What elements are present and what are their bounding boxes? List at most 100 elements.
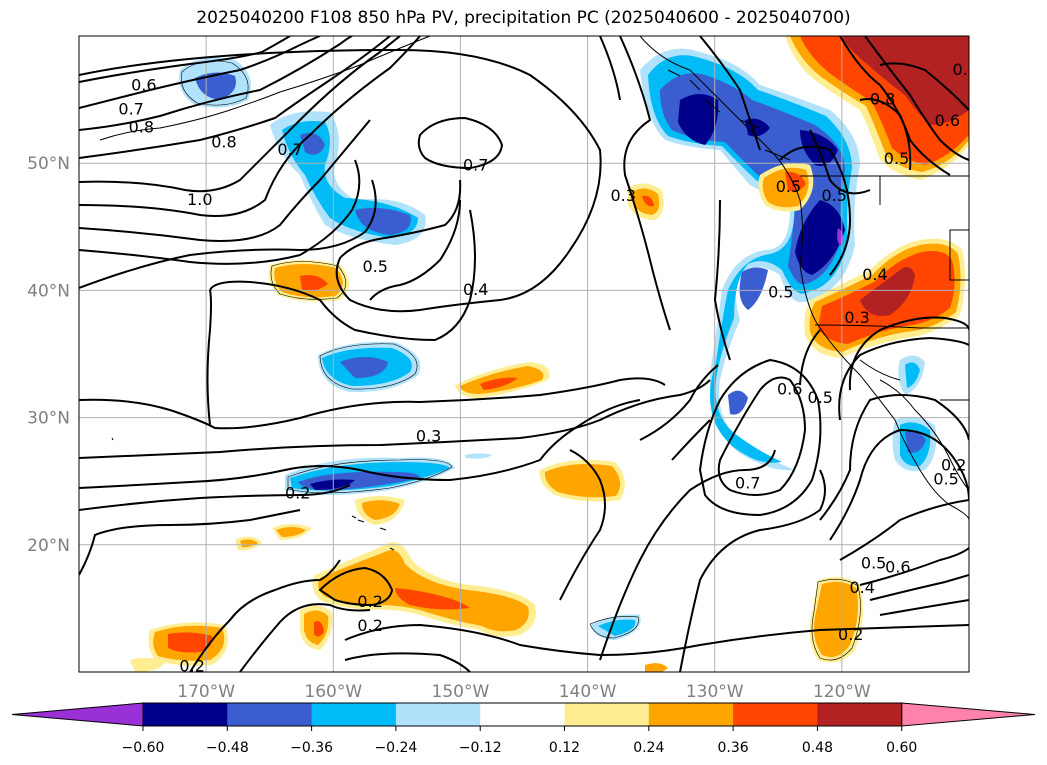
precip-area — [905, 431, 926, 453]
colorbar-segment — [733, 703, 818, 726]
pv-contour-label: 0.5 — [776, 177, 801, 196]
pv-contour-label: 0.7 — [277, 140, 302, 159]
pv-contour — [717, 376, 807, 496]
pv-contour-label: 0.5 — [933, 470, 958, 489]
pv-contour — [318, 566, 394, 607]
pv-contour-label: 0.7 — [463, 155, 488, 174]
pv-contour — [559, 449, 606, 601]
pv-contour — [619, 36, 671, 331]
pv-contour — [838, 336, 969, 421]
pv-contour-label: 0.4 — [849, 578, 874, 597]
pv-contour — [819, 394, 969, 521]
coastline — [111, 437, 395, 551]
pv-contour — [639, 364, 719, 441]
pv-contour — [79, 36, 401, 193]
colorbar-extend-high — [901, 702, 1036, 727]
precip-area — [905, 362, 920, 388]
map-frame — [78, 35, 970, 673]
pv-contour — [879, 62, 969, 111]
colorbar-frame — [142, 702, 903, 727]
precip-outline — [287, 459, 453, 494]
pv-contour — [79, 36, 421, 217]
pv-contour-label: 0.2 — [285, 484, 310, 503]
precip-area — [395, 588, 470, 610]
precip-area — [168, 632, 213, 653]
pv-contour-label: 0.5 — [808, 388, 833, 407]
pv-contour-label: 0.6 — [777, 379, 802, 398]
coastline — [879, 379, 969, 491]
pv-contour — [344, 623, 969, 657]
precip-area — [795, 200, 845, 275]
precip-area — [355, 207, 411, 235]
colorbar-extend-low — [11, 702, 144, 727]
pv-contour — [829, 428, 969, 541]
pv-contour — [79, 484, 351, 511]
pv-contour — [864, 36, 969, 161]
lat-tick-label: 50°N — [27, 154, 70, 174]
precip-area — [678, 94, 719, 145]
pv-contour-label: 0.8 — [211, 133, 236, 152]
colorbar-segment — [227, 703, 313, 726]
pv-contour-label: 0.2 — [357, 592, 382, 611]
precip-area — [340, 357, 388, 378]
pv-contour — [79, 377, 666, 430]
pv-contour-label: 0.2 — [357, 616, 382, 635]
precip-area — [728, 390, 748, 415]
pv-contour-label: 0.3 — [610, 186, 635, 205]
pv-contour — [699, 36, 761, 151]
coastline — [859, 359, 901, 381]
pv-contour — [848, 316, 969, 391]
colorbar-segment — [143, 703, 228, 726]
pv-contour-label: 1.0 — [187, 190, 212, 209]
pv-contour-label: 0.4 — [463, 280, 488, 299]
colorbar-tick-label: 0.48 — [802, 740, 833, 756]
pv-contour — [799, 329, 821, 386]
pv-contour-label: 0.5 — [861, 554, 886, 573]
precip-area — [195, 72, 236, 100]
lat-tick-label: 30°N — [27, 409, 70, 429]
colorbar-segment — [648, 703, 734, 726]
colorbar-segment — [564, 703, 650, 726]
pv-contours — [79, 36, 969, 672]
colorbar-segment — [311, 703, 397, 726]
pv-contour — [79, 48, 602, 313]
precip-area — [362, 500, 400, 520]
pv-contour-label: 0.7 — [735, 473, 760, 492]
precip-area — [465, 453, 492, 459]
colorbar-tick-label: −0.60 — [122, 740, 165, 756]
pv-contour-label: 0.4 — [862, 265, 887, 284]
precip-area — [739, 267, 768, 310]
pv-contour — [79, 179, 377, 289]
pv-contour — [239, 603, 371, 672]
precip-outline — [319, 343, 418, 390]
precip-area — [480, 377, 518, 390]
pv-contour-label: 0.2 — [838, 625, 863, 644]
precip-area — [300, 275, 328, 292]
precip-area — [598, 619, 636, 636]
lon-tick-label: 160°W — [304, 682, 362, 702]
pv-contour — [599, 36, 621, 101]
coastline — [639, 36, 969, 521]
pv-contour — [79, 36, 321, 109]
pv-contour-label: 0.5 — [884, 149, 909, 168]
lon-tick-label: 130°W — [686, 682, 744, 702]
coastline — [949, 229, 969, 281]
pv-contour-label: 0.8 — [129, 117, 154, 136]
lat-tick-label: 40°N — [27, 281, 70, 301]
pv-contour-label: 0.7 — [118, 100, 143, 119]
pv-contour — [839, 36, 951, 176]
lon-tick-label: 140°W — [559, 682, 617, 702]
colorbar-segment — [395, 703, 481, 726]
coastlines — [99, 36, 969, 551]
pv-contour — [79, 399, 641, 489]
colorbar: −0.60 −0.48 −0.36 −0.24 −0.12 0.12 0.24 0.36 0.4… — [11, 702, 1036, 756]
coastline — [99, 36, 431, 141]
colorbar-tick-label: 0.12 — [549, 740, 580, 756]
colorbar-segment — [480, 703, 565, 726]
colorbar-tick-label: −0.48 — [206, 740, 249, 756]
precip-area — [310, 479, 355, 490]
pv-contour-label: 0.6 — [885, 557, 910, 576]
pv-contour-label: 0.8 — [870, 89, 895, 108]
pv-contour — [869, 574, 969, 601]
